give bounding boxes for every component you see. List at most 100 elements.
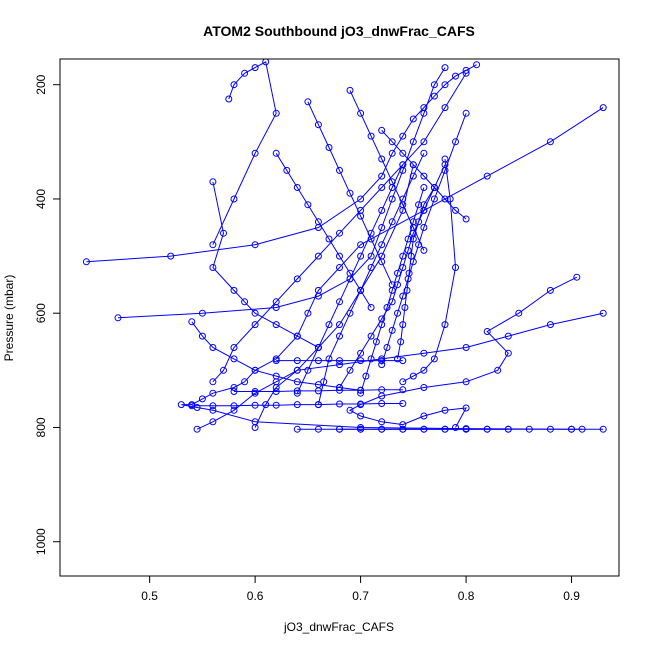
data-point <box>336 166 343 174</box>
series-line <box>296 164 404 394</box>
data-point <box>378 418 386 426</box>
data-point <box>388 178 396 186</box>
data-point <box>420 109 428 117</box>
series-line <box>381 113 467 365</box>
data-point <box>441 104 449 112</box>
data-point <box>462 404 470 412</box>
data-point <box>346 269 354 277</box>
data-point <box>404 246 412 254</box>
data-point <box>383 344 391 351</box>
data-point <box>420 138 428 146</box>
series-line <box>348 276 578 428</box>
data-point <box>420 224 428 231</box>
data-point <box>314 387 322 395</box>
data-point <box>403 286 411 294</box>
data-point <box>462 378 470 386</box>
data-point <box>378 361 386 369</box>
data-point <box>262 401 270 409</box>
series-line <box>191 403 403 407</box>
data-point <box>293 389 301 397</box>
series-line <box>254 164 414 428</box>
data-point <box>420 201 428 209</box>
data-point <box>401 304 409 311</box>
data-point <box>304 98 312 106</box>
data-point <box>230 406 238 414</box>
series-25 <box>293 425 586 433</box>
data-point <box>114 314 122 322</box>
data-point <box>399 421 407 429</box>
data-point <box>220 366 227 374</box>
data-point <box>420 412 428 420</box>
data-point <box>504 332 512 340</box>
data-point <box>399 264 407 271</box>
data-point <box>357 400 365 408</box>
data-point <box>314 121 322 129</box>
data-point <box>314 252 322 260</box>
y-axis: 200 400 600 800 1000 <box>34 74 60 555</box>
data-point <box>272 109 280 117</box>
data-point <box>272 388 280 395</box>
data-point <box>452 138 459 146</box>
y-tick-label: 200 <box>34 74 48 94</box>
series-15 <box>272 149 375 311</box>
data-point <box>241 298 249 306</box>
data-point <box>452 264 459 271</box>
series-line <box>402 158 457 383</box>
data-point <box>378 172 386 180</box>
data-point <box>230 388 238 395</box>
data-point <box>420 366 428 374</box>
series-line <box>212 181 319 348</box>
data-point <box>430 195 438 203</box>
data-point <box>230 195 238 203</box>
data-point <box>336 252 343 260</box>
data-point <box>230 344 238 351</box>
data-point <box>378 126 386 134</box>
data-point <box>336 298 343 306</box>
data-point <box>193 425 201 433</box>
data-point <box>462 109 470 117</box>
data-point <box>404 235 412 243</box>
data-point <box>314 401 322 409</box>
series-line <box>349 90 425 251</box>
data-point <box>394 281 401 289</box>
data-point <box>399 321 407 329</box>
data-point <box>251 401 259 409</box>
data-point <box>314 344 322 351</box>
data-point <box>378 425 386 433</box>
data-point <box>441 195 449 203</box>
data-point <box>420 349 428 357</box>
series-line <box>317 153 425 405</box>
data-point <box>325 321 333 329</box>
data-point <box>367 332 375 340</box>
data-point <box>209 378 217 386</box>
data-point <box>409 138 417 146</box>
data-point <box>399 378 407 386</box>
data-point <box>336 332 343 340</box>
data-point <box>388 149 396 157</box>
chart-title: ATOM2 Southbound jO3_dnwFrac_CAFS <box>203 23 475 39</box>
data-point <box>399 132 407 140</box>
data-point <box>378 184 386 191</box>
data-point <box>599 425 607 433</box>
data-point <box>546 321 554 329</box>
data-point <box>367 355 375 363</box>
data-point <box>272 372 280 380</box>
data-point <box>346 309 354 317</box>
data-point <box>209 344 217 351</box>
data-point <box>188 318 196 326</box>
data-point <box>409 224 417 231</box>
data-point <box>441 406 449 414</box>
data-point <box>293 425 301 433</box>
data-point <box>304 309 312 317</box>
data-point <box>441 155 449 163</box>
data-point <box>209 178 217 186</box>
x-tick-label: 0.9 <box>563 589 580 603</box>
y-tick-label: 600 <box>34 303 48 323</box>
data-point <box>325 235 333 243</box>
data-point <box>388 138 396 146</box>
data-point <box>293 378 301 386</box>
data-point <box>198 395 206 403</box>
data-point <box>430 355 438 363</box>
series-line <box>212 73 467 383</box>
series-9 <box>293 161 407 397</box>
